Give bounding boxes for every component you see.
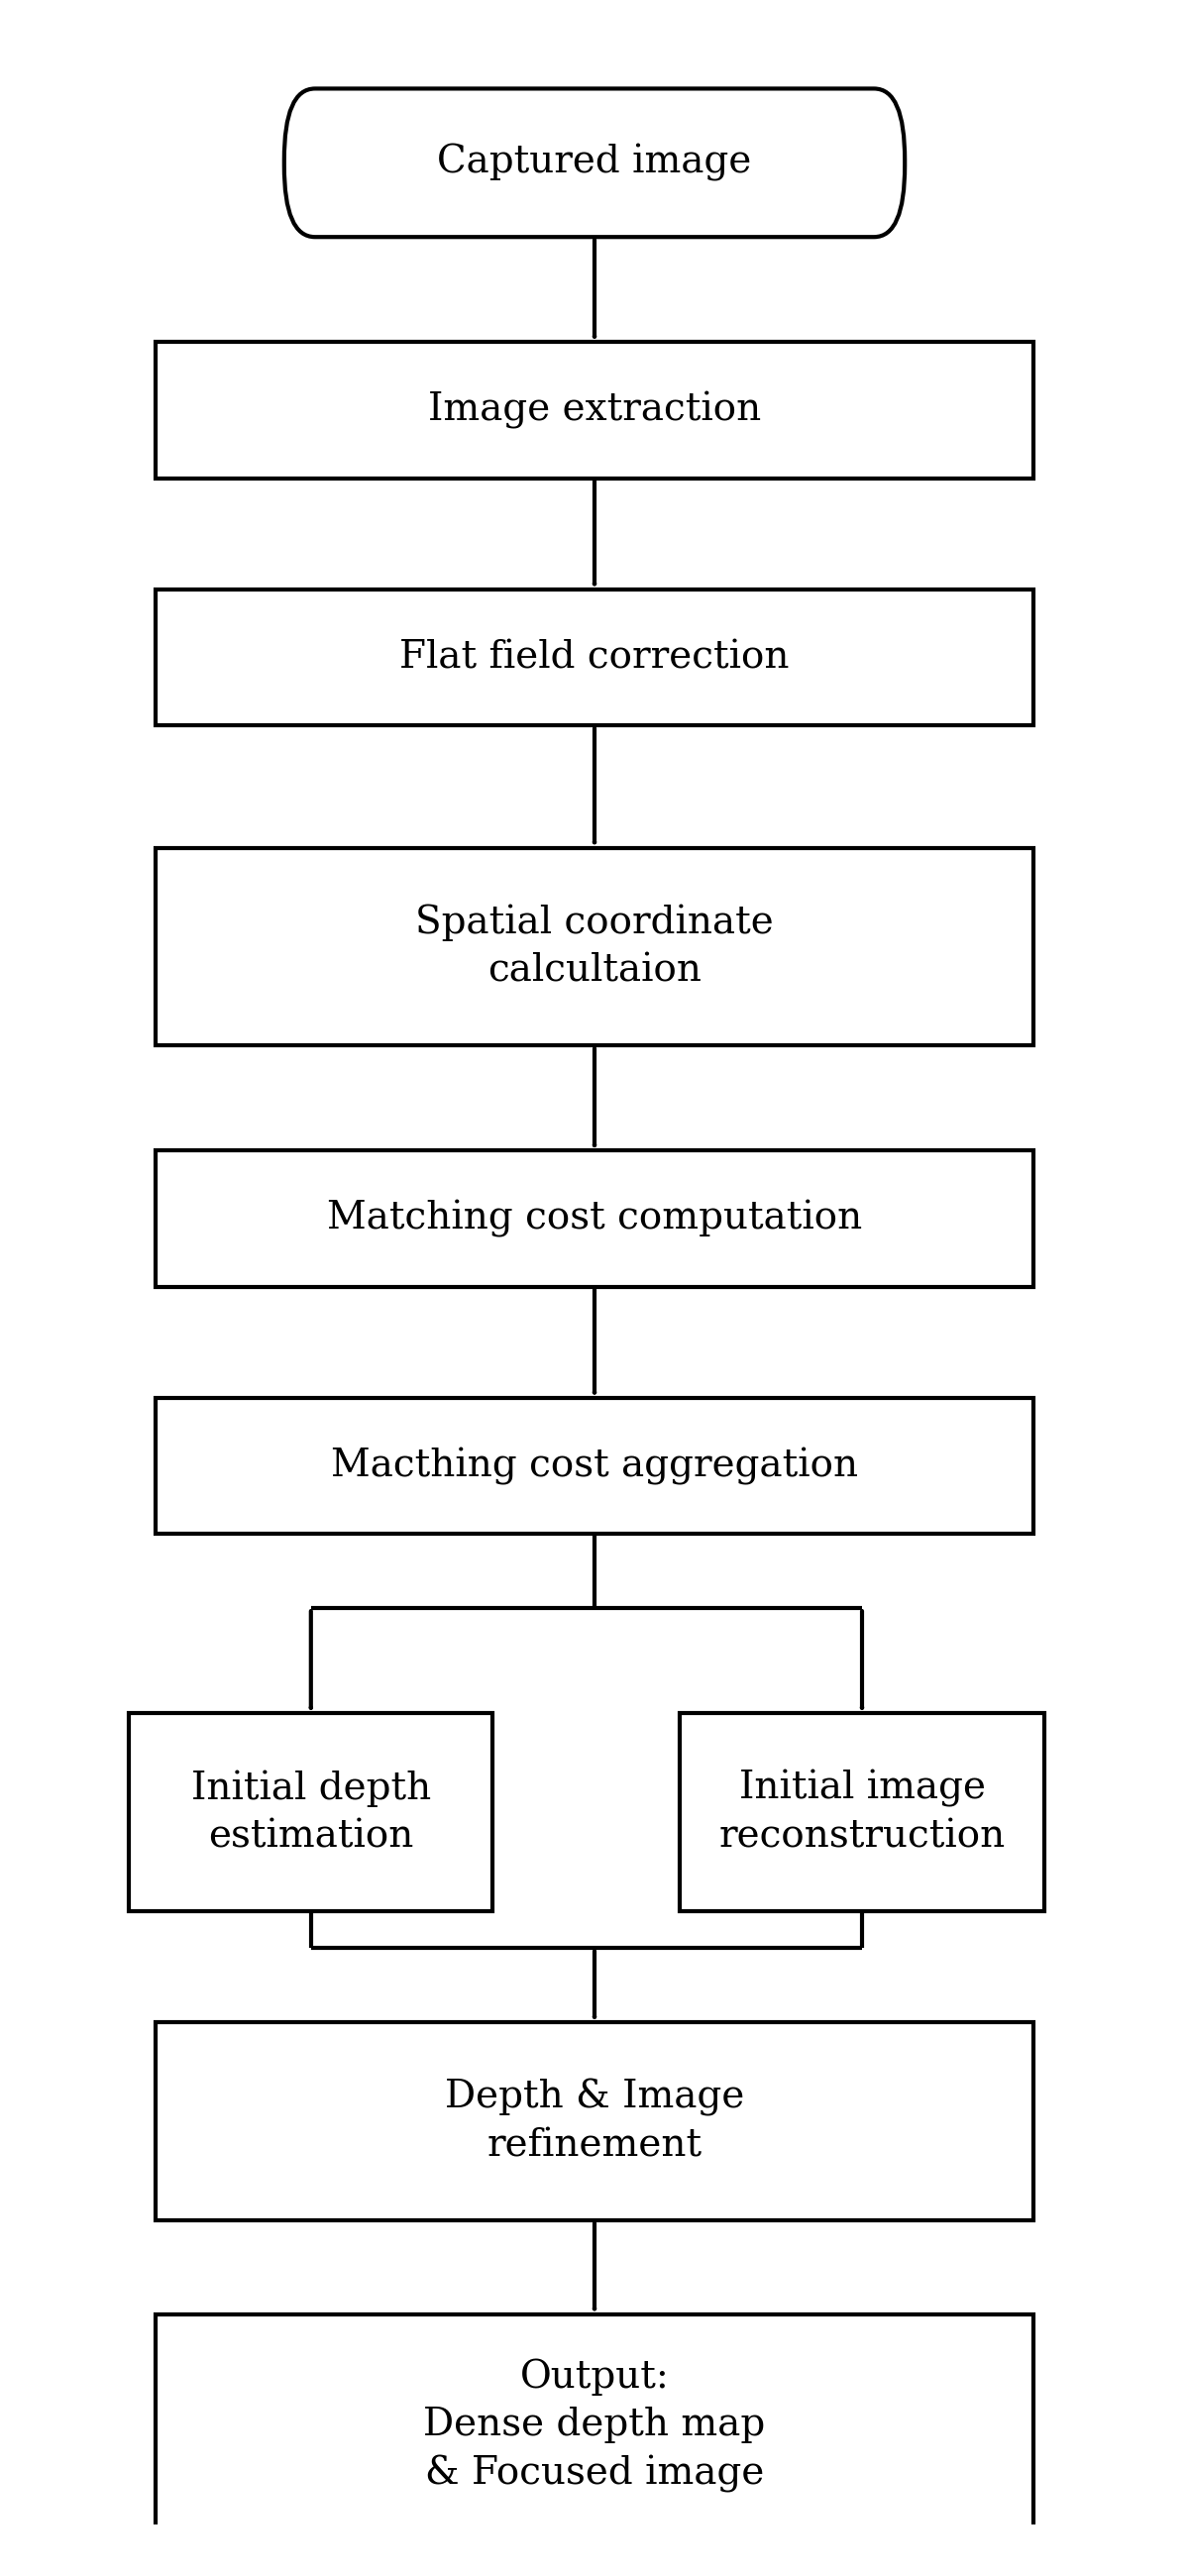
FancyBboxPatch shape [156, 2022, 1033, 2221]
FancyBboxPatch shape [156, 343, 1033, 479]
FancyBboxPatch shape [284, 88, 905, 237]
Text: Captured image: Captured image [438, 144, 751, 183]
Text: Spatial coordinate
calcultaion: Spatial coordinate calcultaion [415, 904, 774, 989]
FancyBboxPatch shape [156, 1151, 1033, 1288]
Text: Depth & Image
refinement: Depth & Image refinement [445, 2079, 744, 2164]
Text: Flat field correction: Flat field correction [400, 639, 789, 675]
FancyBboxPatch shape [156, 2313, 1033, 2537]
Text: Initial depth
estimation: Initial depth estimation [191, 1770, 430, 1855]
FancyBboxPatch shape [156, 848, 1033, 1046]
FancyBboxPatch shape [156, 1399, 1033, 1535]
Text: Macthing cost aggregation: Macthing cost aggregation [331, 1448, 858, 1484]
Text: Output:
Dense depth map
& Focused image: Output: Dense depth map & Focused image [423, 2357, 766, 2494]
Text: Image extraction: Image extraction [428, 392, 761, 430]
Text: Matching cost computation: Matching cost computation [327, 1200, 862, 1236]
Text: Initial image
reconstruction: Initial image reconstruction [718, 1770, 1006, 1855]
FancyBboxPatch shape [156, 590, 1033, 726]
FancyBboxPatch shape [128, 1713, 493, 1911]
FancyBboxPatch shape [680, 1713, 1044, 1911]
